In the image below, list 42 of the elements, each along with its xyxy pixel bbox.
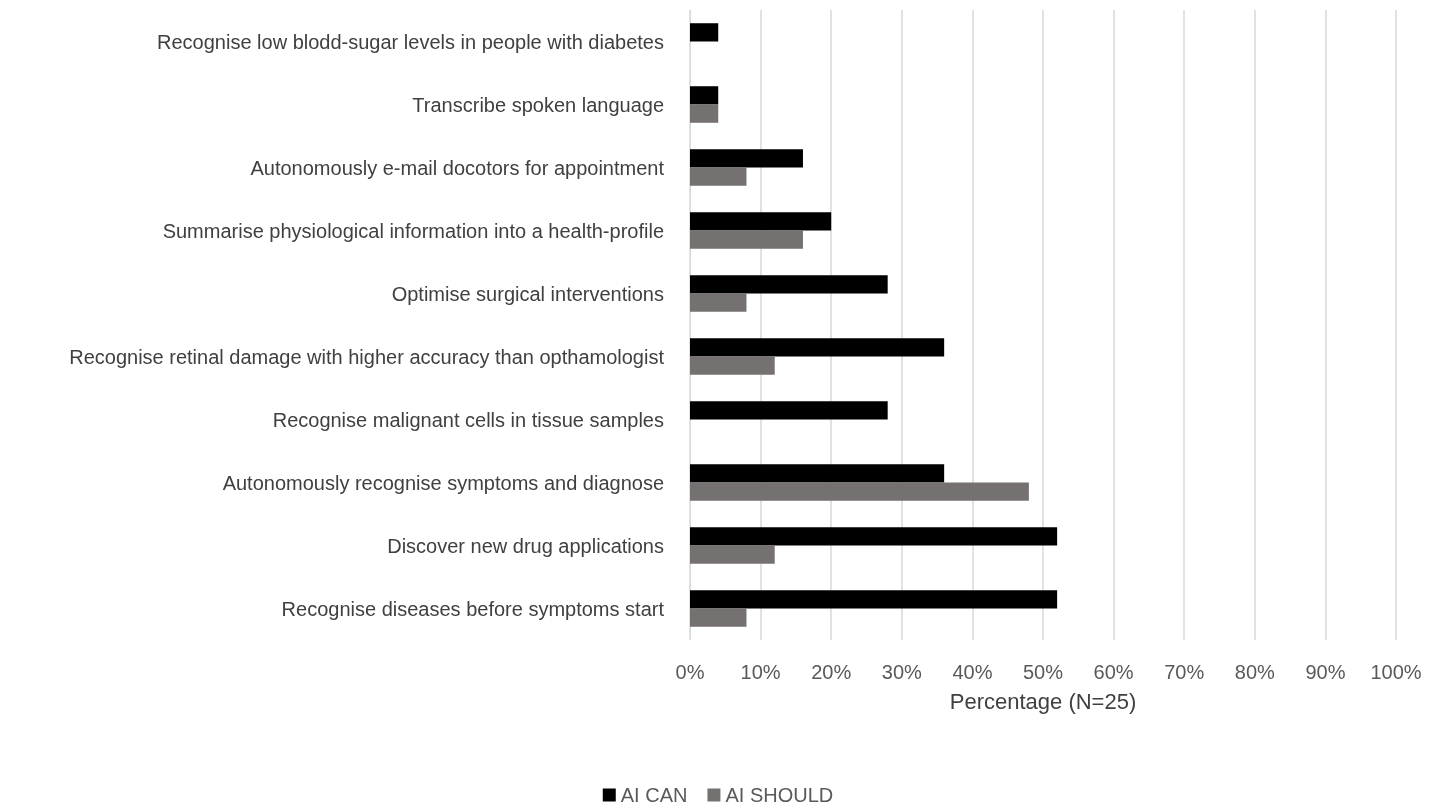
bar	[690, 104, 719, 123]
x-tick-label: 10%	[740, 661, 781, 683]
legend-label: AI CAN	[620, 784, 688, 806]
bar	[690, 356, 775, 375]
bar	[690, 23, 719, 42]
bar	[690, 527, 1058, 546]
x-tick-label: 20%	[811, 661, 852, 683]
bar	[690, 338, 945, 357]
bar	[690, 86, 719, 105]
bar	[690, 212, 832, 231]
bar	[690, 293, 747, 312]
bar	[690, 275, 888, 294]
x-tick-label: 70%	[1164, 661, 1205, 683]
bar	[690, 482, 1029, 501]
y-tick-label: Recognise diseases before symptoms start	[281, 597, 665, 620]
bar	[690, 230, 803, 249]
y-tick-label: Transcribe spoken language	[412, 93, 664, 116]
y-tick-label: Discover new drug applications	[387, 534, 664, 557]
bar	[690, 545, 775, 564]
y-tick-label: Recognise malignant cells in tissue samples	[272, 408, 664, 431]
x-tick-label: 90%	[1305, 661, 1346, 683]
y-tick-label: Autonomously recognise symptoms and diagnose	[222, 471, 664, 494]
y-tick-label: Recognise low blodd-sugar levels in people with diabetes	[157, 30, 664, 53]
bar	[690, 149, 803, 168]
x-tick-label: 50%	[1022, 661, 1064, 683]
y-tick-label: Recognise retinal damage with higher accuracy than opthamologist	[69, 345, 665, 368]
y-tick-label: Autonomously e-mail docotors for appointment	[250, 156, 665, 179]
y-tick-label: Optimise surgical interventions	[391, 282, 664, 305]
x-tick-label: 0%	[675, 661, 705, 683]
bar	[690, 590, 1058, 609]
bar	[690, 464, 945, 483]
x-axis-title: Percentage (N=25)	[949, 688, 1137, 714]
x-tick-label: 40%	[952, 661, 993, 683]
x-tick-label: 60%	[1093, 661, 1134, 683]
bar	[690, 401, 888, 420]
legend-label: AI SHOULD	[725, 784, 834, 806]
x-tick-label: 30%	[881, 661, 923, 683]
bar	[690, 608, 747, 627]
y-tick-label: Summarise physiological information into a health-profile	[162, 219, 664, 242]
x-tick-label: 80%	[1234, 661, 1276, 683]
bar	[690, 167, 747, 186]
x-tick-label: 100%	[1370, 661, 1422, 683]
